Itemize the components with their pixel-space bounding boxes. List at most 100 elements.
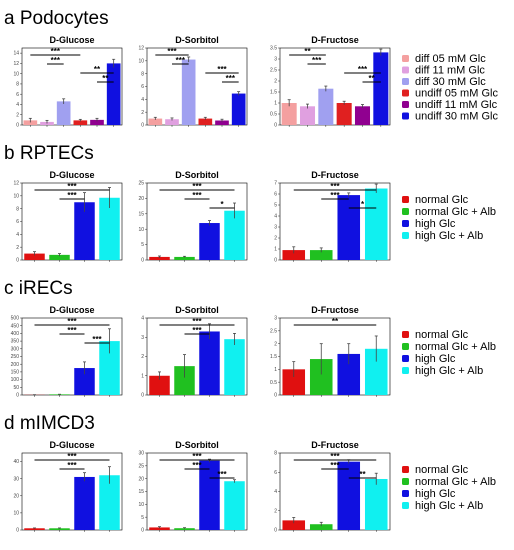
significance-label: *** [92, 335, 102, 344]
bar [373, 52, 389, 125]
significance-label: *** [51, 56, 61, 65]
y-tick-label: 10 [138, 502, 144, 508]
y-tick-label: 6 [16, 219, 19, 225]
significance-label: *** [167, 47, 177, 56]
panel-title: c iRECs [4, 278, 73, 299]
significance-label: *** [192, 191, 202, 200]
bar [149, 256, 170, 260]
y-tick-label: 0.5 [270, 112, 277, 118]
bar [231, 93, 246, 125]
significance-label: *** [312, 56, 322, 65]
y-tick-label: 2 [141, 354, 144, 360]
bar [99, 341, 120, 395]
significance-label: ** [359, 470, 366, 479]
y-tick-label: 0 [274, 123, 277, 129]
bar [99, 197, 120, 260]
bar [309, 250, 333, 260]
y-tick-label: 200 [11, 362, 20, 368]
legend-label: normal Glc + Alb [415, 476, 496, 488]
y-tick-label: 1.5 [270, 90, 277, 96]
y-tick-label: 0 [274, 258, 277, 264]
significance-label: *** [358, 65, 368, 74]
y-tick-label: 150 [11, 370, 20, 376]
y-tick-label: 7 [274, 181, 277, 187]
legend-swatch [402, 355, 409, 362]
chart-title: D-Sorbitol [175, 170, 219, 180]
bar [224, 481, 245, 530]
bar [337, 461, 361, 530]
y-tick-label: 25 [138, 463, 144, 469]
plot-frame [279, 182, 391, 261]
y-tick-label: 1 [141, 373, 144, 379]
y-tick-label: 250 [11, 354, 20, 360]
y-tick-label: 0.5 [270, 380, 277, 386]
y-tick-label: 0 [141, 393, 144, 399]
bar [49, 394, 70, 395]
y-tick-label: 4 [274, 214, 277, 220]
significance-label: ** [94, 65, 101, 74]
chart-c-d-sorbitol: D-Sorbitol 0 1 2 3 4 ****** [141, 305, 248, 399]
panel-title: a Podocytes [4, 8, 109, 29]
bar [74, 476, 95, 530]
significance-label: *** [67, 191, 77, 200]
y-tick-label: 0 [16, 123, 19, 129]
legend-label: high Glc + Alb [415, 365, 483, 377]
significance-label: *** [67, 452, 77, 461]
y-tick-label: 1.5 [270, 354, 277, 360]
y-tick-label: 2 [16, 245, 19, 251]
significance-label: *** [330, 452, 340, 461]
y-tick-label: 8 [141, 71, 144, 77]
y-tick-label: 6 [16, 92, 19, 98]
y-tick-label: 6 [274, 470, 277, 476]
legend-swatch [402, 502, 409, 509]
y-tick-label: 8 [274, 451, 277, 457]
chart-title: D-Sorbitol [175, 35, 219, 45]
y-tick-label: 5 [141, 242, 144, 248]
y-tick-label: 3 [274, 316, 277, 322]
bar [74, 368, 95, 395]
y-tick-label: 2.5 [270, 68, 277, 74]
bar [364, 478, 388, 530]
legend-swatch [402, 89, 409, 97]
y-tick-label: 25 [138, 181, 144, 187]
legend-swatch [402, 478, 409, 485]
chart-b-d-glucose: D-Glucose 0 2 4 6 8 10 12 ****** [13, 170, 123, 264]
significance-label: *** [67, 326, 77, 335]
y-tick-label: 8 [16, 82, 19, 88]
y-tick-label: 10 [13, 510, 19, 516]
chart-title: D-Glucose [49, 35, 94, 45]
y-tick-label: 20 [138, 476, 144, 482]
legend-swatch [402, 367, 409, 374]
panel-title: d mIMCD3 [4, 413, 95, 434]
legend-label: high Glc [415, 218, 456, 230]
legend-swatch [402, 55, 409, 62]
chart-title: D-Fructose [311, 440, 359, 450]
legend-swatch [402, 101, 409, 108]
bar [24, 528, 45, 530]
y-tick-label: 2 [274, 341, 277, 347]
significance-label: *** [67, 182, 77, 191]
bar [282, 520, 306, 530]
panel-title: b RPTECs [4, 143, 94, 164]
significance-label: *** [330, 182, 340, 191]
significance-label: *** [330, 461, 340, 470]
bar [165, 119, 179, 125]
legend-swatch [402, 232, 409, 239]
legend-swatch [402, 490, 409, 497]
significance-label: *** [217, 65, 227, 74]
chart-c-d-fructose: D-Fructose 0 0.5 1 1.5 2 2.5 3 ** [270, 305, 391, 399]
y-tick-label: 3 [141, 335, 144, 341]
bar [149, 375, 170, 395]
bar [318, 88, 334, 125]
y-tick-label: 0 [141, 528, 144, 534]
bar [337, 353, 361, 395]
bar [198, 118, 213, 125]
y-tick-label: 500 [11, 316, 20, 322]
legend-label: normal Glc + Alb [415, 206, 496, 218]
legend-label: diff 05 mM Glc [415, 53, 486, 65]
legend-swatch [402, 196, 409, 203]
